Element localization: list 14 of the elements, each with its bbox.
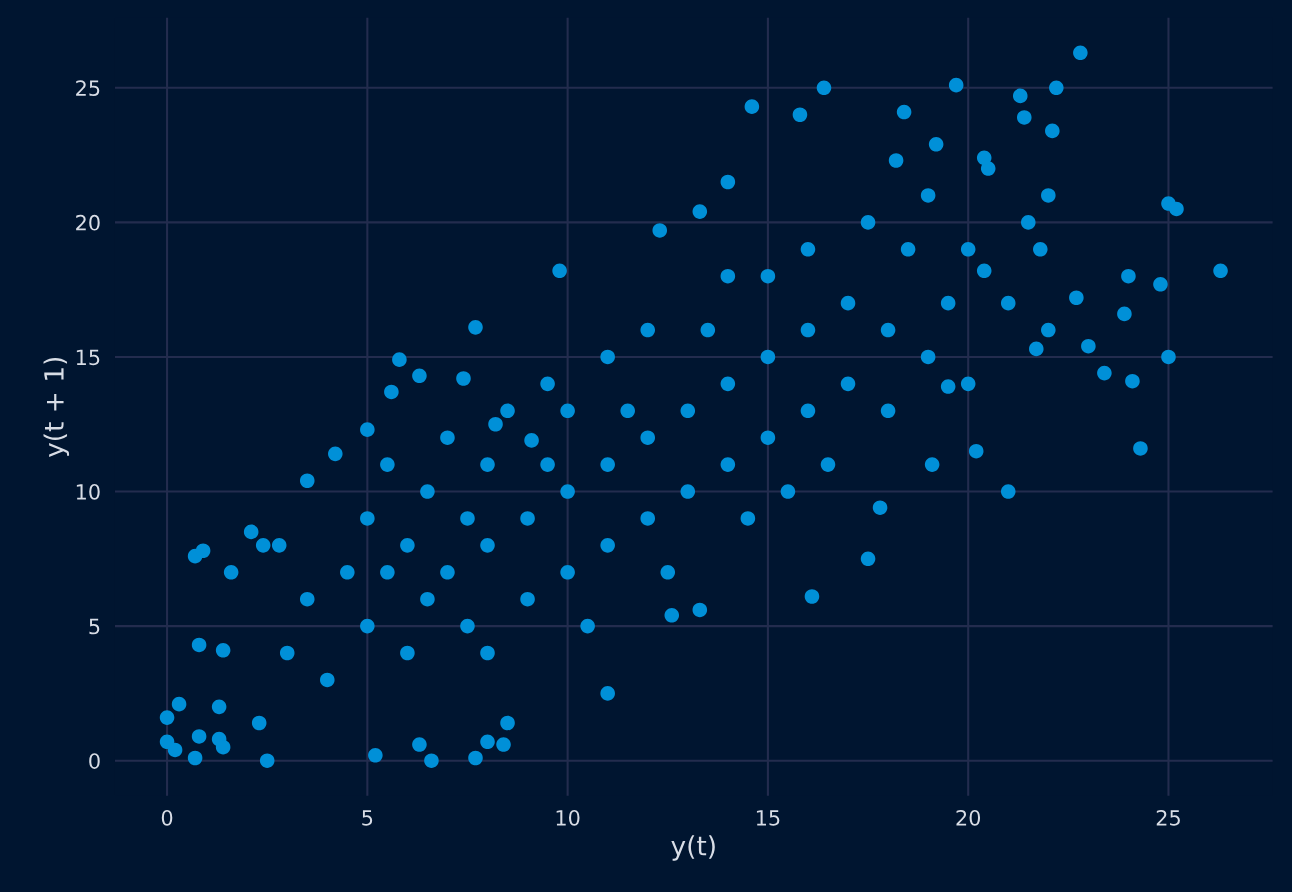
y-tick-label: 0 [89,753,100,769]
y-tick-label: 25 [76,80,100,97]
y-axis-title: y(t + 1) [43,357,70,458]
x-tick-label: 15 [756,810,780,826]
y-tick-label: 20 [76,214,100,231]
x-tick-label: 0 [161,809,173,826]
y-tick-label: 15 [76,349,100,366]
x-tick-label: 5 [362,810,373,826]
x-tick-label: 10 [556,809,580,826]
x-axis-title: y(t) [671,835,715,861]
y-tick-label: 5 [89,618,100,635]
y-tick-label: 10 [76,483,100,500]
x-tick-label: 25 [1156,809,1180,826]
x-tick-label: 20 [956,809,981,826]
